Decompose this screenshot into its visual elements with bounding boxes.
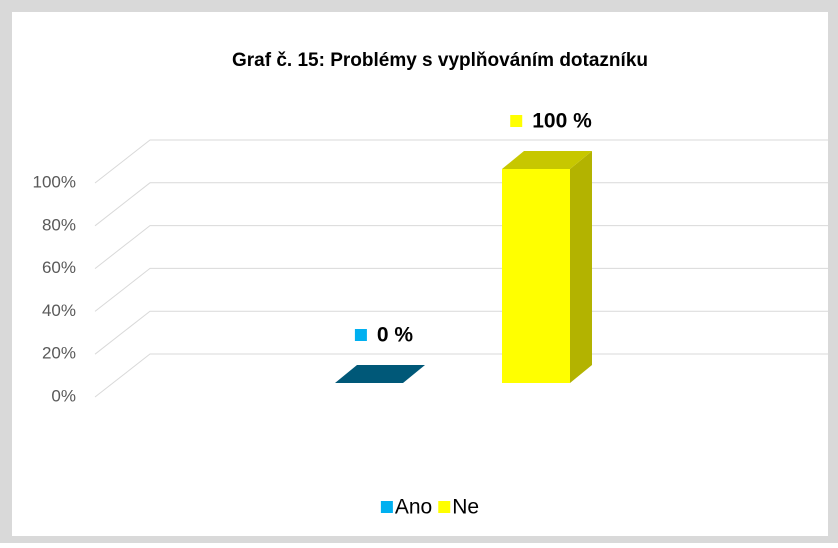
value-label: 0 % (377, 324, 414, 347)
legend-key (438, 501, 451, 513)
grid-line (94, 353, 828, 398)
chart-title: Graf č. 15: Problémy s vyplňováním dotaz… (232, 50, 648, 71)
value-label: 100 % (532, 110, 592, 133)
grid-line (94, 139, 828, 184)
y-tick-label: 100% (33, 172, 76, 191)
grid-line (94, 225, 828, 269)
bar-front (502, 169, 570, 383)
value-label-key (354, 329, 367, 341)
bar-top (335, 365, 425, 383)
value-label-key (510, 115, 523, 127)
panel (12, 12, 828, 536)
y-tick-label: 20% (42, 344, 76, 363)
bar (502, 151, 592, 383)
legend-label: Ne (452, 496, 479, 519)
y-tick-label: 0% (51, 386, 76, 405)
y-tick-label: 40% (42, 301, 76, 320)
grid-line (94, 182, 828, 227)
bar-side (570, 151, 592, 383)
grid-line (94, 310, 828, 355)
legend-key (380, 501, 393, 513)
legend-label: Ano (395, 496, 432, 519)
bar-top (502, 151, 592, 169)
bar (335, 365, 425, 383)
y-tick-label: 80% (42, 215, 76, 234)
y-tick-label: 60% (42, 258, 76, 277)
grid-line (94, 267, 828, 312)
